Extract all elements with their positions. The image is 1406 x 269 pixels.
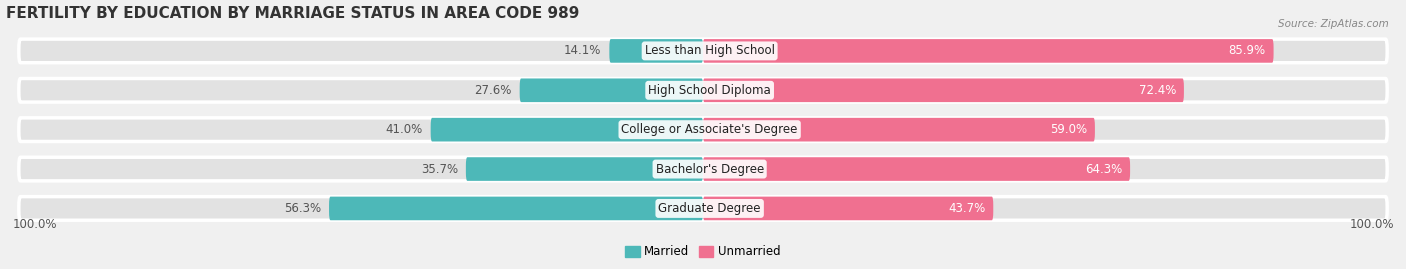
FancyBboxPatch shape [703, 157, 1130, 181]
FancyBboxPatch shape [18, 197, 1388, 220]
Text: 85.9%: 85.9% [1229, 44, 1265, 57]
FancyBboxPatch shape [609, 39, 703, 63]
Text: College or Associate's Degree: College or Associate's Degree [621, 123, 797, 136]
FancyBboxPatch shape [18, 157, 1388, 181]
FancyBboxPatch shape [329, 197, 703, 220]
Text: 64.3%: 64.3% [1085, 162, 1122, 176]
Text: 14.1%: 14.1% [564, 44, 602, 57]
FancyBboxPatch shape [703, 79, 1184, 102]
Text: 59.0%: 59.0% [1050, 123, 1087, 136]
Text: 35.7%: 35.7% [420, 162, 458, 176]
FancyBboxPatch shape [18, 39, 1388, 63]
Text: Graduate Degree: Graduate Degree [658, 202, 761, 215]
FancyBboxPatch shape [520, 79, 703, 102]
Text: 72.4%: 72.4% [1139, 84, 1175, 97]
Text: Less than High School: Less than High School [644, 44, 775, 57]
Text: 27.6%: 27.6% [474, 84, 512, 97]
FancyBboxPatch shape [430, 118, 703, 141]
Text: 56.3%: 56.3% [284, 202, 321, 215]
FancyBboxPatch shape [18, 79, 1388, 102]
Legend: Married, Unmarried: Married, Unmarried [620, 240, 786, 263]
FancyBboxPatch shape [703, 197, 993, 220]
Text: 43.7%: 43.7% [948, 202, 986, 215]
Text: 100.0%: 100.0% [13, 218, 56, 231]
Text: FERTILITY BY EDUCATION BY MARRIAGE STATUS IN AREA CODE 989: FERTILITY BY EDUCATION BY MARRIAGE STATU… [6, 6, 579, 20]
FancyBboxPatch shape [703, 118, 1095, 141]
Text: 100.0%: 100.0% [1350, 218, 1393, 231]
Text: High School Diploma: High School Diploma [648, 84, 770, 97]
FancyBboxPatch shape [465, 157, 703, 181]
Text: Source: ZipAtlas.com: Source: ZipAtlas.com [1278, 19, 1389, 29]
Text: 41.0%: 41.0% [385, 123, 423, 136]
Text: Bachelor's Degree: Bachelor's Degree [655, 162, 763, 176]
FancyBboxPatch shape [703, 39, 1274, 63]
FancyBboxPatch shape [18, 118, 1388, 141]
